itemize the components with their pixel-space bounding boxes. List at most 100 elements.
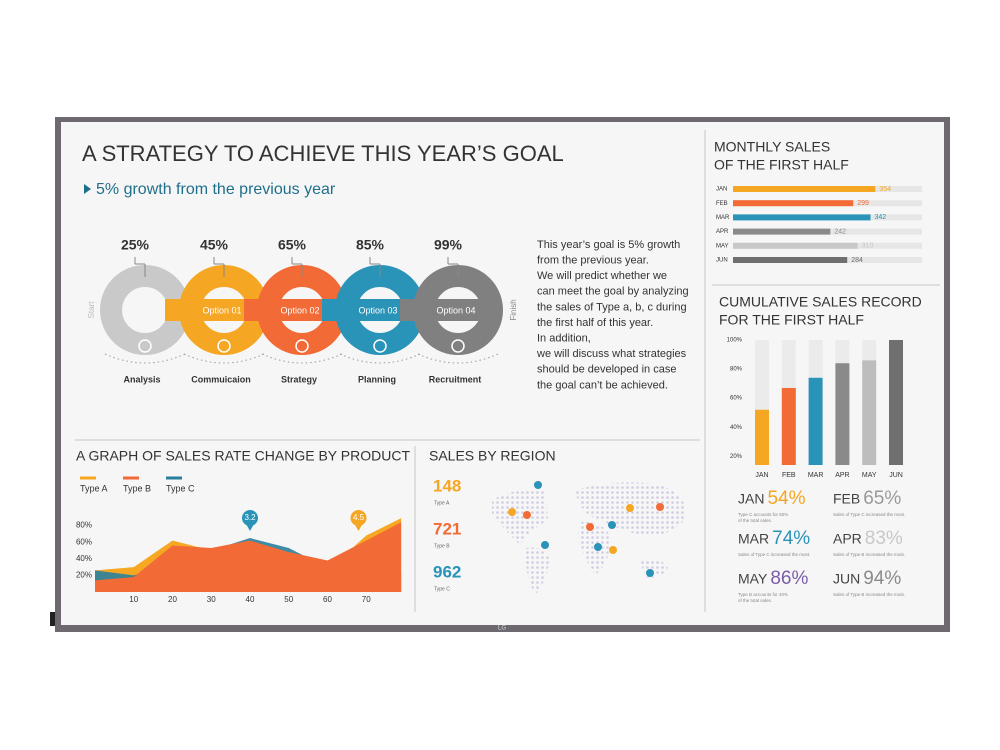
x-tick-label: 40 (246, 595, 255, 604)
kpi-value: 54% (767, 488, 805, 509)
step-name: Analysis (123, 374, 160, 384)
x-tick-label: JUN (889, 472, 903, 479)
kpi-month: APR (833, 531, 862, 547)
option-band (400, 299, 492, 321)
dotted-arc (339, 353, 421, 364)
bar (755, 409, 769, 465)
paragraph-line: the goal can’t be achieved. (537, 379, 668, 391)
x-tick-label: 30 (207, 595, 216, 604)
region-type: Type A (434, 500, 450, 506)
kpi-note: of the total sales. (738, 518, 772, 523)
legend-label: Type B (123, 483, 151, 493)
kpi-value: 86% (770, 568, 808, 589)
value-label: 299 (857, 200, 869, 207)
kpi-note: Sales of Type C increased the most. (738, 552, 810, 557)
subtitle-arrow (84, 184, 91, 194)
paragraph-line: the sales of Type a, b, c during (537, 301, 687, 313)
y-tick-label: 60% (76, 537, 92, 546)
paragraph-line: can meet the goal by analyzing (537, 286, 689, 298)
region-value: 721 (433, 519, 461, 538)
finish-label: Finish (509, 299, 518, 320)
kpi-note: Type B accounts for 40% (738, 592, 788, 597)
bar (733, 228, 831, 235)
region-title: SALES BY REGION (429, 448, 556, 464)
dividers (75, 130, 940, 612)
kpi-note: Sales of Type B increased the most. (833, 592, 905, 597)
paragraph-line: We will predict whether we (537, 270, 667, 282)
x-tick-label: FEB (782, 472, 796, 479)
kpi-value: 74% (772, 528, 810, 549)
option-label: Option 01 (202, 305, 241, 315)
ring-icon (373, 339, 387, 353)
bar (733, 242, 858, 249)
kpi-month: FEB (833, 491, 860, 507)
bar (808, 377, 823, 465)
month-label: MAR (716, 215, 730, 221)
kpi-month: MAR (738, 531, 769, 547)
kpi-month: MAY (738, 571, 768, 587)
paragraph-line: In addition, (537, 333, 591, 345)
y-tick-label: 40% (76, 554, 92, 563)
option-band (322, 299, 414, 321)
x-tick-label: APR (835, 472, 849, 479)
y-tick-label: 20% (730, 454, 743, 460)
step-percent: 45% (200, 237, 229, 253)
start-label: Start (87, 301, 96, 319)
y-tick-label: 20% (76, 571, 92, 580)
x-tick-label: 70 (362, 595, 371, 604)
monthly-title: OF THE FIRST HALF (714, 157, 849, 173)
option-label: Option 02 (280, 305, 319, 315)
cumulative-title: FOR THE FIRST HALF (719, 312, 864, 328)
main-title: A STRATEGY TO ACHIEVE THIS YEAR’S GOAL (82, 141, 564, 166)
paragraph-line: from the previous year. (537, 255, 649, 267)
ring-icon (138, 339, 152, 353)
kpi-note: Sales of Type C increased the most. (833, 512, 905, 517)
subtitle: 5% growth from the previous year (96, 181, 336, 198)
annotation-pin (350, 510, 367, 526)
dotted-arc (261, 353, 343, 364)
bar (733, 257, 848, 263)
value-label: 342 (875, 214, 887, 221)
region-value: 962 (433, 562, 461, 581)
month-label: JAN (716, 187, 727, 193)
paragraph-line: the first half of this year. (537, 317, 653, 329)
legend-label: Type C (166, 483, 195, 493)
month-label: MAY (716, 243, 729, 249)
month-label: JUN (716, 258, 728, 264)
region-value: 148 (433, 476, 461, 495)
x-tick-label: 60 (323, 595, 332, 604)
step-percent: 85% (356, 237, 385, 253)
y-tick-label: 40% (730, 425, 743, 431)
value-label: 284 (851, 257, 863, 264)
y-tick-label: 80% (730, 367, 743, 373)
dotted-arc (417, 353, 499, 364)
annotation-pin-tip (246, 524, 254, 531)
dotted-arc (183, 353, 265, 364)
step-percent: 25% (121, 237, 150, 253)
bar (862, 360, 877, 465)
step-percent: 99% (434, 237, 463, 253)
paragraph-line: This year’s goal is 5% growth (537, 239, 680, 251)
cumulative-title: CUMULATIVE SALES RECORD (719, 294, 922, 310)
bar (733, 200, 854, 207)
option-band (165, 299, 258, 321)
monthly-title: MONTHLY SALES (714, 139, 830, 155)
annotation-label: 4.5 (353, 513, 365, 522)
bar (733, 186, 876, 192)
kpi-note: Type C accounts for 50% (738, 512, 788, 517)
value-label: 242 (834, 228, 846, 235)
step-name: Planning (358, 374, 396, 384)
month-label: FEB (716, 201, 728, 207)
ring-icon (295, 339, 309, 353)
annotation-pin (242, 510, 258, 526)
kpi-value: 94% (863, 568, 901, 589)
step-name: Commuicaion (191, 374, 251, 384)
bar (889, 340, 903, 465)
y-tick-label: 60% (730, 396, 743, 402)
world-map (492, 481, 686, 595)
monitor-button (50, 612, 55, 626)
y-tick-label: 100% (727, 338, 743, 344)
x-tick-label: 20 (168, 595, 177, 604)
